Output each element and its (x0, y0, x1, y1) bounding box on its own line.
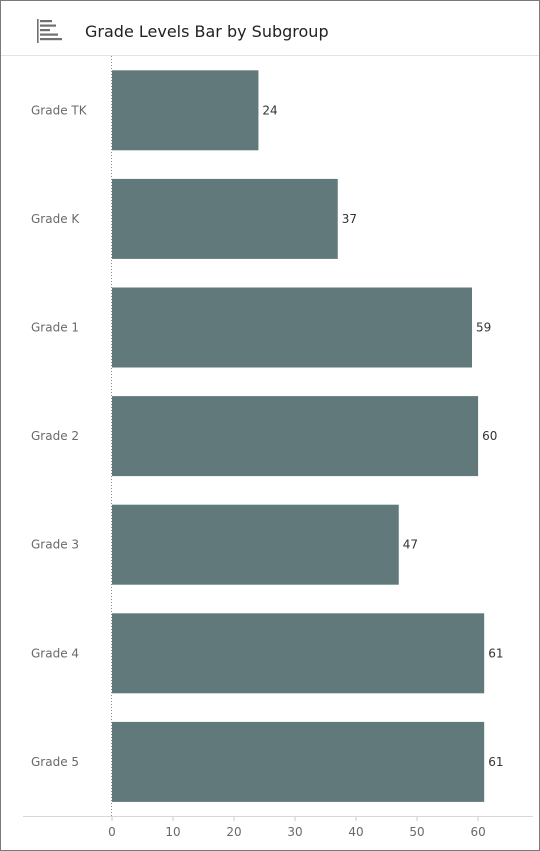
x-tick-label: 60 (470, 825, 485, 839)
bar (112, 179, 338, 259)
category-label: Grade 3 (31, 538, 79, 552)
bar (112, 288, 472, 368)
x-tick-label: 20 (226, 825, 241, 839)
bar (112, 722, 484, 802)
category-label: Grade 4 (31, 646, 79, 660)
category-label: Grade TK (31, 103, 88, 117)
data-label: 59 (476, 321, 491, 335)
x-tick-label: 40 (348, 825, 363, 839)
data-label: 61 (488, 755, 503, 769)
x-tick-label: 0 (108, 825, 116, 839)
x-tick-label: 10 (165, 825, 180, 839)
data-label: 47 (403, 538, 418, 552)
x-tick-label: 50 (409, 825, 424, 839)
data-label: 61 (488, 646, 503, 660)
x-tick-label: 30 (287, 825, 302, 839)
data-label: 24 (262, 103, 277, 117)
data-label: 60 (482, 429, 497, 443)
bar (112, 70, 258, 150)
bar (112, 396, 478, 476)
category-label: Grade 5 (31, 755, 79, 769)
bar (112, 613, 484, 693)
bar (112, 505, 399, 585)
category-label: Grade 2 (31, 429, 79, 443)
category-label: Grade K (31, 212, 80, 226)
category-label: Grade 1 (31, 321, 79, 335)
data-label: 37 (342, 212, 357, 226)
